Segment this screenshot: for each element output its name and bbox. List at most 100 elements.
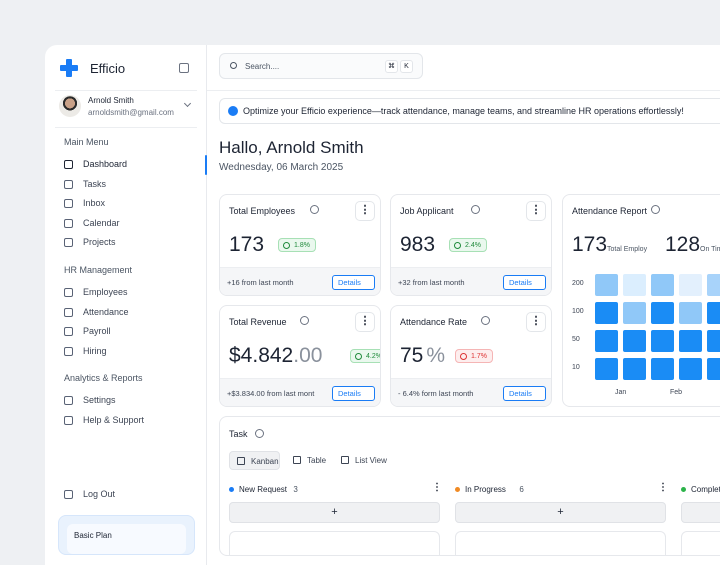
stat-card: Total Revenue ⋮ $4.842.00 4.2% +$3.834.00 fr… [219,305,381,407]
card-title: Total Revenue [229,317,287,327]
nav-item[interactable]: Payroll [60,324,190,340]
column-menu[interactable]: ⋮ [658,482,668,493]
heat-cell [623,302,646,324]
nav-label: Payroll [83,326,111,336]
search-box[interactable]: Search.... ⌘ K [219,53,423,79]
heat-cell [651,274,674,296]
heat-cell [707,330,720,352]
card-note: +16 from last month [227,278,294,287]
logout-label: Log Out [83,489,116,499]
details-button[interactable]: Details [503,275,546,290]
nav-label: Attendance [83,307,129,317]
card-menu[interactable]: ⋮ [355,201,375,221]
x-axis-label: Feb [670,389,683,396]
card-menu[interactable]: ⋮ [526,312,546,332]
change-icon [460,353,467,360]
heat-cell [707,274,720,296]
task-card-preview [681,531,720,555]
nav-item[interactable]: Inbox [60,196,190,212]
change-icon [355,353,362,360]
card-title: Task [229,429,248,439]
info-icon [480,316,490,325]
task-card-preview [455,531,666,555]
heat-cell [623,330,646,352]
add-task-button[interactable]: + [681,502,720,523]
heat-cell [679,358,702,380]
heat-cell [595,274,618,296]
nav-label: Employees [83,287,128,297]
nav-item[interactable]: Employees [60,285,190,301]
view-tab[interactable]: Table [286,451,331,470]
card-menu[interactable]: ⋮ [526,201,546,221]
card-footer: +16 from last month Details [220,267,380,295]
nav-item[interactable]: Help & Support [60,413,190,429]
page: Efficio Arnold Smith arnoldsmith@gmail.com… [45,45,720,565]
add-task-button[interactable]: + [229,502,440,523]
card-value-suffix: % [426,344,446,367]
brand: Efficio [90,61,126,76]
view-label: List View [355,456,387,465]
card-value-row: 75% [400,344,445,368]
y-axis-label: 100 [572,308,584,315]
heat-cell [623,358,646,380]
nav-label: Hiring [83,346,107,356]
card-value: 173 [229,233,265,256]
column-count: 3 [293,485,298,494]
details-button[interactable]: Details [503,386,546,401]
stat-value: 173 [572,233,608,256]
nav-item[interactable]: Attendance [60,305,190,321]
nav-item[interactable]: Hiring [60,344,190,360]
nav-item[interactable]: Projects [60,235,190,251]
view-tab[interactable]: Kanban [229,451,280,470]
avatar [59,95,81,117]
nav-item[interactable]: Calendar [60,216,190,232]
column-menu[interactable]: ⋮ [432,482,442,493]
card-footer: +$3.834.00 from last mont Details [220,378,380,406]
nav-item[interactable]: Dashboard [60,157,190,173]
stat-card: Attendance Rate ⋮ 75% 1.7% - 6.4% form last … [390,305,552,407]
info-icon [470,205,480,214]
details-button[interactable]: Details [332,275,375,290]
status-dot [455,487,460,492]
card-value: 983 [400,233,436,256]
stat-label: Total Employ [607,246,648,253]
section-title: Analytics & Reports [64,373,143,383]
heat-cell [707,358,720,380]
view-tab[interactable]: List View [334,451,389,470]
card-title: Job Applicant [400,206,454,216]
nav-item[interactable]: Tasks [60,177,190,193]
column-name: In Progress [465,485,506,494]
change-value: 2.4% [465,242,481,249]
card-footer: +32 from last month Details [391,267,551,295]
greeting: Hallo, Arnold Smith [219,138,364,157]
card-menu[interactable]: ⋮ [355,312,375,332]
heat-cell [707,302,720,324]
x-axis-label: Jan [615,389,627,396]
column-name: Complete [691,485,720,494]
user-name: Arnold Smith [88,96,134,105]
banner-text: Optimize your Efficio experience—track a… [243,106,684,116]
stat-card: Job Applicant ⋮ 983 2.4% +32 from last month… [390,194,552,296]
card-value-row: $4.842.00 [229,344,322,368]
change-value: 4.2% [366,353,381,360]
icon [64,327,73,336]
card-value-suffix: .00 [293,344,323,367]
details-button[interactable]: Details [332,386,375,401]
nav-label: Calendar [83,218,120,228]
nav-item[interactable]: Settings [60,393,190,409]
nav-label: Dashboard [83,159,128,169]
plan-box: Basic Plan [58,515,195,555]
section-title: HR Management [64,265,133,275]
icon [64,199,73,208]
heat-cell [679,302,702,324]
search-placeholder: Search.... [245,62,280,71]
add-task-button[interactable]: + [455,502,666,523]
search-icon [230,62,237,69]
column-name: New Request [239,485,288,494]
icon [64,288,73,297]
nav-label: Tasks [83,179,107,189]
change-icon [454,242,461,249]
logout[interactable]: Log Out [60,487,160,503]
icon [64,490,73,499]
stat-value: 128 [665,233,701,256]
